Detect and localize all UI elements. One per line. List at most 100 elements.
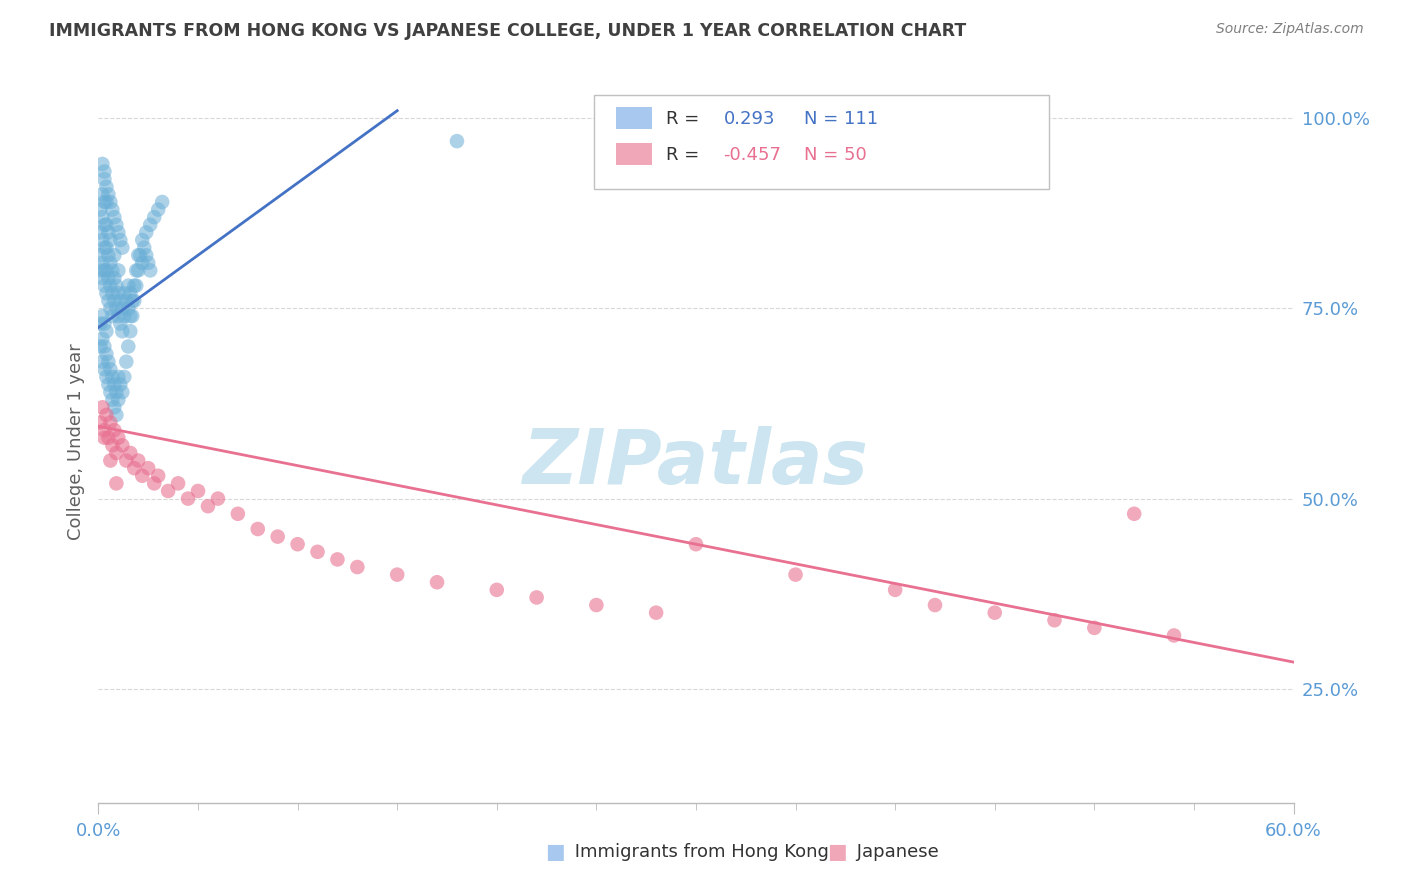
Point [111, 324, 134, 338]
Point [148, 202, 170, 217]
Point [120, 286, 142, 301]
Point [89, 317, 111, 331]
Point [103, 210, 125, 224]
Point [93, 339, 115, 353]
Point [150, 194, 173, 209]
Point [96, 218, 118, 232]
Point [107, 309, 129, 323]
Point [112, 370, 135, 384]
Point [143, 210, 166, 224]
Point [1043, 613, 1066, 627]
Point [96, 347, 118, 361]
Point [91, 256, 114, 270]
Point [101, 392, 124, 407]
Point [97, 431, 120, 445]
Point [98, 256, 122, 270]
Point [101, 370, 124, 384]
Point [1163, 628, 1185, 642]
Point [131, 468, 153, 483]
FancyBboxPatch shape [595, 95, 1049, 189]
Point [103, 401, 125, 415]
Point [93, 362, 115, 376]
Point [120, 324, 142, 338]
Point [91, 332, 114, 346]
Point [307, 545, 329, 559]
Point [89, 202, 111, 217]
Point [1083, 621, 1105, 635]
Point [125, 278, 148, 293]
Point [187, 483, 209, 498]
Text: N = 50: N = 50 [804, 145, 866, 164]
Point [135, 226, 157, 240]
Point [96, 179, 118, 194]
Point [143, 476, 166, 491]
Point [97, 293, 120, 308]
Point [246, 522, 269, 536]
Point [91, 271, 114, 285]
Point [426, 575, 449, 590]
Point [121, 309, 143, 323]
Point [96, 408, 118, 422]
Point [101, 309, 124, 323]
Point [98, 385, 122, 400]
Text: 0.293: 0.293 [724, 110, 775, 128]
Point [111, 241, 134, 255]
Point [93, 317, 115, 331]
Point [91, 401, 114, 415]
Point [148, 468, 170, 483]
Point [131, 256, 153, 270]
Point [93, 218, 115, 232]
Point [112, 286, 135, 301]
Text: N = 111: N = 111 [804, 110, 877, 128]
Point [105, 278, 128, 293]
Point [105, 218, 128, 232]
Point [89, 416, 111, 430]
Point [157, 483, 180, 498]
Point [98, 301, 122, 316]
Point [97, 226, 120, 240]
Point [97, 377, 120, 392]
Point [103, 248, 125, 262]
Point [93, 241, 115, 255]
Point [124, 278, 146, 293]
Point [117, 278, 139, 293]
Point [117, 339, 139, 353]
Point [105, 476, 128, 491]
Point [98, 278, 122, 293]
Point [120, 446, 142, 460]
Point [207, 491, 229, 506]
Point [645, 606, 668, 620]
Point [101, 202, 124, 217]
Point [125, 263, 148, 277]
Text: IMMIGRANTS FROM HONG KONG VS JAPANESE COLLEGE, UNDER 1 YEAR CORRELATION CHART: IMMIGRANTS FROM HONG KONG VS JAPANESE CO… [49, 22, 966, 40]
Point [120, 309, 142, 323]
FancyBboxPatch shape [616, 143, 652, 165]
Point [485, 582, 508, 597]
Text: R =: R = [666, 145, 704, 164]
Point [107, 392, 129, 407]
Point [96, 263, 118, 277]
Point [107, 226, 129, 240]
Point [96, 324, 118, 338]
Point [105, 301, 128, 316]
Point [89, 263, 111, 277]
Point [117, 301, 139, 316]
Text: -0.457: -0.457 [724, 145, 782, 164]
Point [136, 256, 159, 270]
Point [91, 187, 114, 202]
Point [197, 499, 219, 513]
Point [110, 377, 132, 392]
Text: Japanese: Japanese [851, 843, 938, 861]
Point [526, 591, 548, 605]
Point [924, 598, 946, 612]
Point [110, 233, 132, 247]
Point [115, 293, 138, 308]
Point [111, 438, 134, 452]
Point [96, 286, 118, 301]
Point [110, 293, 132, 308]
Point [167, 476, 190, 491]
Point [97, 248, 120, 262]
Y-axis label: College, Under 1 year: College, Under 1 year [66, 343, 84, 540]
Point [346, 560, 368, 574]
Point [1123, 507, 1146, 521]
